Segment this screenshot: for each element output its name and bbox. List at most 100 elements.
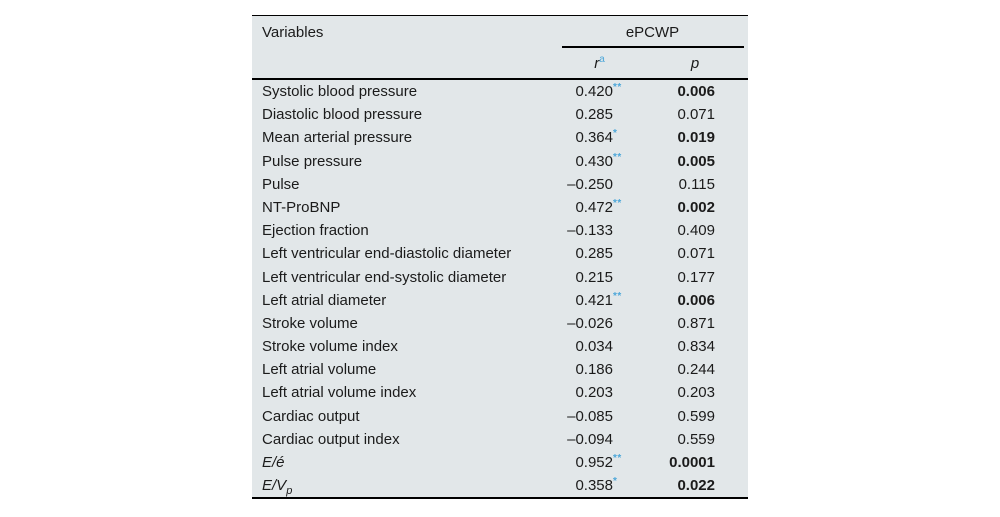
r-value-cell: 0.472 ** — [557, 196, 642, 219]
table-row: E/é 0.952 ** 0.0001 — [252, 451, 748, 474]
p-value: 0.871 — [677, 314, 715, 332]
r-value: 0.285 — [575, 245, 613, 263]
p-value-cell: 0.071 — [642, 103, 748, 126]
p-value-cell: 0.022 — [642, 474, 748, 497]
r-value-cell: 0.285 — [557, 242, 642, 265]
r-value: 0.364 — [575, 129, 613, 147]
r-value: 0.358 — [575, 477, 613, 495]
r-value: 0.034 — [575, 338, 613, 356]
variables-column-header: Variables — [262, 23, 324, 41]
p-value-cell: 0.0001 — [642, 451, 748, 474]
table-row: Diastolic blood pressure 0.285 0.071 — [252, 103, 748, 126]
significance-stars: ** — [613, 453, 622, 464]
p-value-cell: 0.019 — [642, 126, 748, 149]
r-value: –0.133 — [567, 222, 613, 240]
table-row: Systolic blood pressure 0.420 ** 0.006 — [252, 80, 748, 103]
variable-name-cell: E/é — [252, 451, 557, 474]
r-value: 0.203 — [575, 384, 613, 402]
r-value-cell: 0.215 — [557, 266, 642, 289]
table-row: Left atrial diameter 0.421 ** 0.006 — [252, 289, 748, 312]
variable-name: Stroke volume index — [262, 338, 398, 356]
variable-name-cell: Pulse pressure — [252, 150, 557, 173]
table-row: Left ventricular end-diastolic diameter … — [252, 242, 748, 265]
significance-stars: ** — [613, 290, 622, 302]
p-value: 0.006 — [677, 83, 715, 100]
p-value-cell: 0.244 — [642, 358, 748, 381]
variable-name-cell: Cardiac output index — [252, 428, 557, 451]
variable-name-cell: Mean arterial pressure — [252, 126, 557, 149]
variable-name: Cardiac output index — [262, 430, 400, 448]
variable-name-cell: Stroke volume — [252, 312, 557, 335]
table-row: Pulse pressure 0.430 ** 0.005 — [252, 150, 748, 173]
p-value: 0.022 — [677, 477, 715, 495]
variable-name: Systolic blood pressure — [262, 83, 418, 100]
r-value-cell: 0.358 * — [557, 474, 642, 497]
variable-name-cell: Left atrial volume — [252, 358, 557, 381]
variable-name-cell: NT-ProBNP — [252, 196, 557, 219]
variable-name: Ejection fraction — [262, 222, 369, 240]
r-value: –0.094 — [567, 430, 613, 448]
r-value-cell: –0.250 — [557, 173, 642, 196]
r-value: 0.472 — [575, 198, 613, 216]
variable-name: Stroke volume — [262, 314, 358, 332]
p-value-cell: 0.559 — [642, 428, 748, 451]
significance-stars: * — [613, 128, 618, 140]
variable-name-cell: Left atrial volume index — [252, 381, 557, 404]
r-value-cell: 0.952 ** — [557, 451, 642, 474]
p-value: 0.599 — [677, 407, 715, 425]
variable-name-cell: Stroke volume index — [252, 335, 557, 358]
table-row: Mean arterial pressure 0.364 * 0.019 — [252, 126, 748, 149]
table-row: Left ventricular end-systolic diameter 0… — [252, 266, 748, 289]
r-value: 0.186 — [575, 361, 613, 379]
table-row: Pulse –0.250 0.115 — [252, 173, 748, 196]
p-value: 0.203 — [677, 384, 715, 402]
p-value: 0.115 — [678, 175, 715, 193]
table-row: Ejection fraction –0.133 0.409 — [252, 219, 748, 242]
variable-name: Pulse — [262, 175, 300, 193]
table-row: Stroke volume –0.026 0.871 — [252, 312, 748, 335]
variable-name: E/V — [262, 477, 287, 495]
variable-name: Left atrial diameter — [262, 291, 387, 309]
r-value: 0.285 — [575, 106, 613, 124]
r-value: –0.085 — [567, 407, 613, 425]
r-value-cell: –0.133 — [557, 219, 642, 242]
variable-name-cell: Systolic blood pressure — [252, 80, 557, 103]
footnote-marker-a: a — [599, 53, 605, 65]
r-value: 0.420 — [575, 83, 613, 100]
p-value-cell: 0.006 — [642, 289, 748, 312]
p-value: 0.071 — [677, 106, 715, 124]
p-value: 0.409 — [677, 222, 715, 240]
variable-name-cell: Ejection fraction — [252, 219, 557, 242]
p-value-cell: 0.409 — [642, 219, 748, 242]
r-value: –0.250 — [567, 175, 613, 193]
epcwp-group-label: ePCWP — [625, 23, 680, 41]
r-value-cell: 0.186 — [557, 358, 642, 381]
r-value-cell: 0.203 — [557, 381, 642, 404]
significance-stars: ** — [613, 197, 622, 209]
p-value: 0.071 — [677, 245, 715, 263]
p-value-cell: 0.115 — [642, 173, 748, 196]
table-row: Cardiac output –0.085 0.599 — [252, 405, 748, 428]
r-value-cell: 0.420 ** — [557, 80, 642, 103]
r-value-cell: 0.421 ** — [557, 289, 642, 312]
r-value-cell: 0.430 ** — [557, 150, 642, 173]
r-value-cell: –0.026 — [557, 312, 642, 335]
p-value: 0.0001 — [669, 454, 715, 471]
p-value-cell: 0.071 — [642, 242, 748, 265]
variable-name: Left ventricular end-systolic diameter — [262, 268, 507, 286]
variable-name: Cardiac output — [262, 407, 360, 425]
p-value-cell: 0.005 — [642, 150, 748, 173]
table-row: Cardiac output index –0.094 0.559 — [252, 428, 748, 451]
p-value: 0.834 — [677, 338, 715, 356]
variable-name-cell: Left ventricular end-systolic diameter — [252, 266, 557, 289]
variable-subscript: p — [286, 485, 293, 498]
table-row: NT-ProBNP 0.472 ** 0.002 — [252, 196, 748, 219]
variable-name: NT-ProBNP — [262, 198, 341, 216]
table-row: E/Vp 0.358 * 0.022 — [252, 474, 748, 497]
variable-name-cell: Pulse — [252, 173, 557, 196]
significance-stars: ** — [613, 82, 622, 93]
table-row: Left atrial volume index 0.203 0.203 — [252, 381, 748, 404]
p-value-cell: 0.002 — [642, 196, 748, 219]
variable-name: Diastolic blood pressure — [262, 106, 423, 124]
table-header-group-row: Variables ePCWP — [252, 16, 748, 48]
